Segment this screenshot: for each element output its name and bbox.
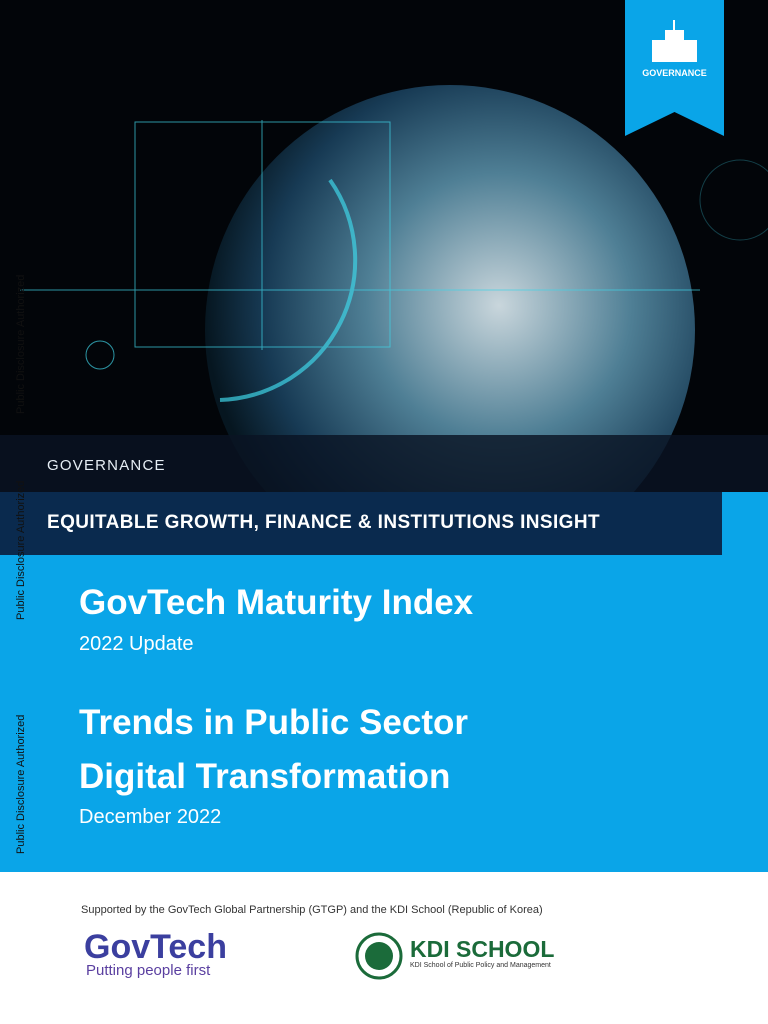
section-label: GOVERNANCE: [47, 457, 166, 474]
badge-label: GOVERNANCE: [642, 68, 707, 78]
support-note: Supported by the GovTech Global Partners…: [81, 904, 543, 916]
side-stamp: Public Disclosure Authorized: [15, 714, 27, 854]
subtitle: 2022 Update: [79, 633, 194, 655]
kdi-subtitle: KDI School of Public Policy and Manageme…: [410, 962, 551, 969]
series-bar: EQUITABLE GROWTH, FINANCE & INSTITUTIONS…: [0, 492, 722, 555]
section-band: GOVERNANCE: [0, 435, 768, 492]
heading-line: Trends in Public Sector: [79, 703, 468, 742]
title: GovTech Maturity Index: [79, 583, 474, 622]
blue-panel: [0, 492, 768, 872]
side-stamp: Public Disclosure Authorized: [15, 480, 27, 620]
heading-line: Digital Transformation: [79, 757, 451, 796]
date: December 2022: [79, 806, 222, 828]
govtech-tagline: Putting people first: [86, 962, 211, 979]
side-stamp: Public Disclosure Authorized: [15, 274, 27, 414]
govtech-logo: GovTech: [84, 928, 227, 966]
badge: [625, 0, 724, 136]
kdi-logo: KDI SCHOOL: [410, 936, 555, 962]
kdi-emblem: [355, 932, 403, 980]
series-title: EQUITABLE GROWTH, FINANCE & INSTITUTIONS…: [47, 512, 600, 533]
